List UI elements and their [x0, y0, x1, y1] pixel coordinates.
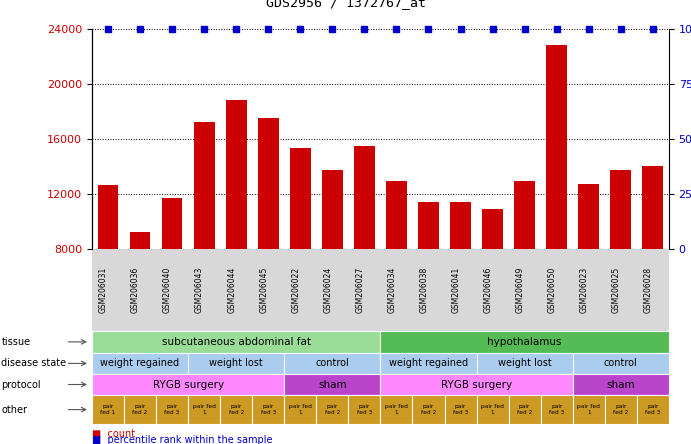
Text: pair
fed 2: pair fed 2 — [325, 404, 340, 415]
Text: GSM206022: GSM206022 — [292, 267, 301, 313]
Text: pair fed
1: pair fed 1 — [577, 404, 600, 415]
Text: pair
fed 2: pair fed 2 — [229, 404, 244, 415]
Text: other: other — [1, 404, 28, 415]
Text: GSM206041: GSM206041 — [451, 266, 460, 313]
Text: GSM206046: GSM206046 — [484, 266, 493, 313]
Text: GSM206024: GSM206024 — [323, 266, 332, 313]
Text: pair
fed 3: pair fed 3 — [261, 404, 276, 415]
Bar — [610, 170, 631, 249]
Text: pair
fed 3: pair fed 3 — [164, 404, 180, 415]
Bar — [386, 181, 407, 249]
Text: pair fed
1: pair fed 1 — [193, 404, 216, 415]
Text: protocol: protocol — [1, 380, 41, 389]
Bar — [418, 202, 439, 249]
Text: hypothalamus: hypothalamus — [487, 337, 562, 347]
Text: pair fed
1: pair fed 1 — [385, 404, 408, 415]
Bar — [482, 209, 503, 249]
Text: GSM206028: GSM206028 — [644, 267, 653, 313]
Text: tissue: tissue — [1, 337, 30, 347]
Text: GSM206040: GSM206040 — [163, 266, 172, 313]
Text: GSM206027: GSM206027 — [355, 266, 364, 313]
Text: pair
fed 3: pair fed 3 — [453, 404, 468, 415]
Text: ■  percentile rank within the sample: ■ percentile rank within the sample — [92, 435, 272, 444]
Text: GDS2956 / 1372767_at: GDS2956 / 1372767_at — [266, 0, 426, 9]
Bar — [547, 45, 567, 249]
Text: GSM206038: GSM206038 — [419, 266, 428, 313]
Bar — [97, 186, 118, 249]
Text: pair fed
1: pair fed 1 — [481, 404, 504, 415]
Text: GSM206025: GSM206025 — [612, 266, 621, 313]
Bar — [290, 148, 311, 249]
Text: GSM206023: GSM206023 — [580, 266, 589, 313]
Bar — [226, 100, 247, 249]
Bar — [643, 166, 663, 249]
Text: pair
fed 3: pair fed 3 — [645, 404, 661, 415]
Bar — [450, 202, 471, 249]
Text: control: control — [604, 358, 638, 369]
Bar — [193, 122, 214, 249]
Text: GSM206031: GSM206031 — [99, 266, 108, 313]
Text: sham: sham — [318, 380, 347, 389]
Bar — [322, 170, 343, 249]
Text: pair
fed 3: pair fed 3 — [549, 404, 565, 415]
Bar — [162, 198, 182, 249]
Text: RYGB surgery: RYGB surgery — [441, 380, 512, 389]
Text: pair
fed 2: pair fed 2 — [133, 404, 148, 415]
Text: weight regained: weight regained — [389, 358, 468, 369]
Text: pair fed
1: pair fed 1 — [289, 404, 312, 415]
Text: GSM206045: GSM206045 — [259, 266, 268, 313]
Text: sham: sham — [607, 380, 635, 389]
Text: weight regained: weight regained — [100, 358, 180, 369]
Text: pair
fed 2: pair fed 2 — [613, 404, 628, 415]
Bar — [514, 181, 535, 249]
Text: GSM206050: GSM206050 — [548, 266, 557, 313]
Text: ■  count: ■ count — [92, 429, 135, 439]
Bar — [578, 184, 599, 249]
Text: pair
fed 1: pair fed 1 — [100, 404, 115, 415]
Text: GSM206036: GSM206036 — [131, 266, 140, 313]
Text: disease state: disease state — [1, 358, 66, 369]
Text: pair
fed 3: pair fed 3 — [357, 404, 372, 415]
Bar — [354, 146, 375, 249]
Bar — [258, 118, 278, 249]
Bar — [130, 232, 151, 249]
Text: GSM206044: GSM206044 — [227, 266, 236, 313]
Text: pair
fed 2: pair fed 2 — [421, 404, 436, 415]
Text: GSM206034: GSM206034 — [388, 266, 397, 313]
Text: control: control — [315, 358, 349, 369]
Text: GSM206049: GSM206049 — [515, 266, 524, 313]
Text: RYGB surgery: RYGB surgery — [153, 380, 224, 389]
Text: weight lost: weight lost — [209, 358, 263, 369]
Text: weight lost: weight lost — [498, 358, 551, 369]
Text: GSM206043: GSM206043 — [195, 266, 204, 313]
Text: pair
fed 2: pair fed 2 — [517, 404, 532, 415]
Text: subcutaneous abdominal fat: subcutaneous abdominal fat — [162, 337, 311, 347]
